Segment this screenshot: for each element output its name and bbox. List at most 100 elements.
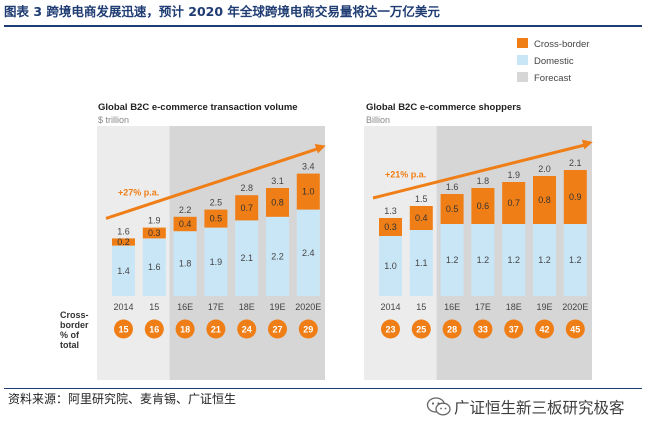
figure-header: 图表 3 跨境电商发展迅速，预计 2020 年全球跨境电商交易量将达一万亿美元 <box>4 2 644 24</box>
watermark: 广证恒生新三板研究极客 <box>426 393 625 421</box>
data-label-domestic: 1.2 <box>569 255 582 265</box>
data-label-cross-border: 0.8 <box>271 197 284 207</box>
x-tick-label: 19E <box>269 302 285 312</box>
data-label-cross-border: 0.7 <box>507 198 520 208</box>
share-badge <box>268 319 287 339</box>
share-badge <box>298 319 318 339</box>
bar-cross-border <box>563 170 587 224</box>
cross-border-share-label: Cross- <box>60 310 89 320</box>
bar-domestic <box>296 209 320 296</box>
bar-cross-border <box>204 209 228 228</box>
cross-border-share-label: % of <box>60 330 80 340</box>
chart-subtitle: $ trillion <box>98 115 129 125</box>
data-label-domestic: 1.8 <box>179 259 192 269</box>
bar-cross-border <box>173 216 197 232</box>
bar-domestic <box>379 236 402 296</box>
trend-label: +21% p.a. <box>385 169 426 179</box>
share-badge <box>504 319 524 339</box>
x-tick-label: 19E <box>536 302 552 312</box>
data-label-cross-border: 0.7 <box>240 203 253 213</box>
trend-arrow-line <box>372 143 588 200</box>
bar-cross-border <box>142 227 166 239</box>
share-badge-label: 23 <box>385 325 395 335</box>
data-label-total: 2.2 <box>179 205 192 215</box>
cross-border-share-label: total <box>60 340 79 350</box>
bar-cross-border <box>379 218 402 236</box>
bar-cross-border <box>471 188 495 224</box>
bar-domestic <box>563 224 587 296</box>
trend-label: +27% p.a. <box>118 188 159 198</box>
bar-cross-border <box>440 194 464 224</box>
wechat-icon <box>426 397 451 416</box>
share-badge <box>114 319 133 339</box>
data-label-domestic: 1.2 <box>477 255 490 265</box>
source-note: 资料来源：阿里研究院、麦肯锡、广证恒生 <box>8 392 237 406</box>
x-tick-label: 17E <box>475 302 491 312</box>
x-tick-label: 2014 <box>113 302 133 312</box>
data-label-cross-border: 0.3 <box>384 222 397 232</box>
bar-domestic <box>471 224 495 296</box>
trend-arrow-head <box>581 139 593 150</box>
share-badge <box>442 319 462 339</box>
data-label-total: 2.8 <box>240 183 253 193</box>
x-tick-label: 18E <box>239 302 255 312</box>
share-badge-label: 27 <box>272 325 282 335</box>
x-tick-label: 2014 <box>380 302 400 312</box>
x-tick-label: 15 <box>149 302 159 312</box>
bar-cross-border <box>235 195 259 221</box>
legend: Cross-border Domestic Forecast <box>517 38 589 84</box>
data-label-cross-border: 0.6 <box>477 201 490 211</box>
legend-label-cross-border: Cross-border <box>534 39 589 50</box>
bar-cross-border <box>296 173 320 210</box>
footer-divider <box>4 388 642 389</box>
data-label-total: 2.0 <box>538 164 551 174</box>
data-label-domestic: 1.2 <box>446 255 459 265</box>
data-label-total: 1.5 <box>415 194 428 204</box>
bar-cross-border <box>409 206 433 230</box>
data-label-domestic: 1.9 <box>210 257 223 267</box>
trend-arrow-line <box>105 146 321 220</box>
share-badge-label: 24 <box>242 325 252 335</box>
bar-domestic <box>440 224 464 296</box>
chart-panel-1: Global B2C e-commerce transaction volume… <box>60 102 326 380</box>
data-label-domestic: 1.6 <box>148 262 161 272</box>
share-badge-label: 18 <box>180 325 190 335</box>
data-label-cross-border: 0.5 <box>210 214 223 224</box>
data-label-cross-border: 0.4 <box>415 213 428 223</box>
figure-title: 图表 3 跨境电商发展迅速，预计 2020 年全球跨境电商交易量将达一万亿美元 <box>4 4 440 19</box>
data-label-domestic: 1.2 <box>507 255 520 265</box>
share-badge-label: 29 <box>303 325 313 335</box>
x-tick-label: 16E <box>177 302 193 312</box>
share-badge-label: 15 <box>118 325 128 335</box>
trend-arrow-head <box>314 143 326 154</box>
x-tick-label: 18E <box>506 302 522 312</box>
share-badge <box>535 319 554 339</box>
data-label-domestic: 1.0 <box>384 261 397 271</box>
share-badge-label: 16 <box>149 325 159 335</box>
share-badge <box>473 319 493 339</box>
share-badge <box>175 319 195 339</box>
bar-domestic <box>204 227 228 296</box>
data-label-cross-border: 0.2 <box>117 237 130 247</box>
data-label-total: 1.6 <box>117 226 130 236</box>
bar-cross-border <box>502 182 526 224</box>
x-tick-label: 2020E <box>562 302 588 312</box>
header-divider <box>4 25 642 27</box>
bar-cross-border <box>266 188 289 217</box>
bar-domestic <box>173 231 197 296</box>
share-badge <box>237 319 257 339</box>
share-badge-label: 37 <box>509 325 519 335</box>
data-label-cross-border: 1.0 <box>302 187 315 197</box>
x-tick-label: 17E <box>208 302 224 312</box>
bar-domestic <box>266 216 289 296</box>
share-badge-label: 25 <box>416 325 426 335</box>
chart-panel-2: Global B2C e-commerce shoppers Billion 1.0… <box>364 102 593 380</box>
bar-domestic <box>142 238 166 296</box>
share-badge-label: 21 <box>211 325 221 335</box>
share-badge <box>206 319 226 339</box>
share-badge-label: 28 <box>447 325 457 335</box>
cross-border-share-label: border <box>60 320 89 330</box>
data-label-cross-border: 0.9 <box>569 192 582 202</box>
x-tick-label: 16E <box>444 302 460 312</box>
data-label-total: 2.5 <box>210 198 223 208</box>
